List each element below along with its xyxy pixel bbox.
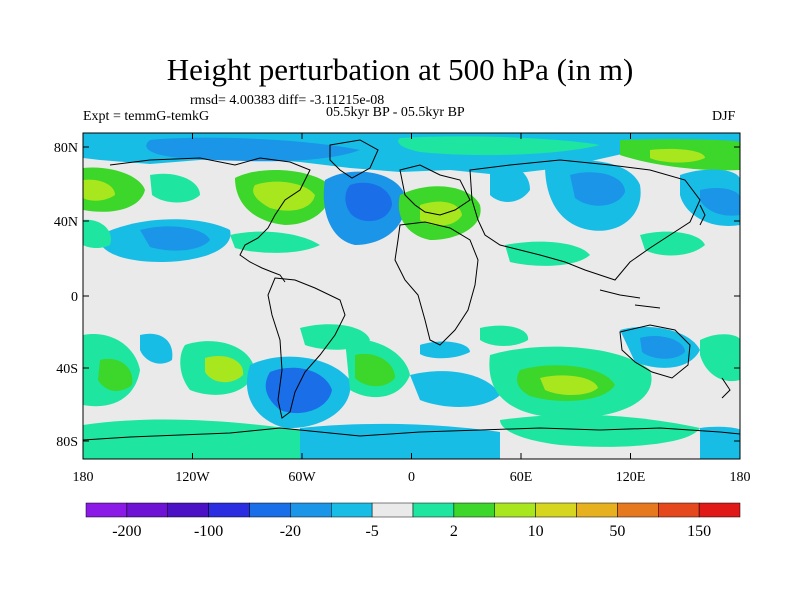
season-label: DJF <box>712 109 736 124</box>
lat-label: 80S <box>56 435 78 450</box>
contour-region <box>140 226 210 251</box>
contour-region <box>640 335 685 359</box>
contour-region <box>253 181 315 211</box>
contour-region <box>150 173 200 203</box>
coastline-africa <box>394 221 479 346</box>
colorbar-swatch <box>535 502 577 518</box>
colorbar-swatch <box>617 502 659 518</box>
contour-region <box>650 148 705 163</box>
colorbar: -200 -100 -20 -5 2 10 50 150 <box>85 502 741 540</box>
colorbar-label: 50 <box>609 523 625 540</box>
lat-label: 80N <box>54 141 78 156</box>
contour-region <box>490 165 530 202</box>
colorbar-swatch <box>331 502 373 518</box>
contour-region <box>700 426 740 459</box>
contour-region <box>83 419 300 459</box>
colorbar-label: -5 <box>365 523 378 540</box>
contour-region <box>83 179 115 201</box>
lon-label: 120W <box>175 470 210 485</box>
contour-region <box>420 341 470 359</box>
contour-region <box>345 182 392 222</box>
contour-region <box>420 201 462 226</box>
colorbar-swatch <box>85 502 128 518</box>
colorbar-swatch <box>249 502 291 518</box>
coastline-japan <box>699 204 706 226</box>
colorbar-swatch <box>698 502 741 518</box>
contour-region <box>265 367 332 414</box>
coastline-greenland <box>329 139 379 179</box>
map-title: Height perturbation at 500 hPa (in m) <box>166 52 634 87</box>
colorbar-swatch <box>371 502 414 518</box>
colorbar-swatch <box>494 502 536 518</box>
lat-label: 40S <box>56 362 78 377</box>
contour-region <box>83 167 145 212</box>
lon-label: 120E <box>616 470 646 485</box>
contour-region <box>398 136 600 156</box>
contour-region <box>480 325 529 346</box>
stats-text: rmsd= 4.00383 diff= -3.11215e-08 <box>190 93 385 108</box>
colorbar-label: -200 <box>112 523 141 540</box>
contour-region <box>700 334 740 382</box>
contour-region <box>146 137 360 162</box>
contour-region <box>205 355 244 383</box>
colorbar-label: 10 <box>528 523 544 540</box>
contour-region <box>500 414 700 447</box>
contour-region <box>300 423 500 459</box>
contour-region <box>230 231 320 253</box>
longitude-axis: 180 120W 60W 0 60E 120E 180 <box>73 133 751 485</box>
colorbar-swatch <box>290 502 332 518</box>
lon-label: 60E <box>510 470 533 485</box>
lon-label: 180 <box>73 470 94 485</box>
contour-region <box>570 172 625 206</box>
colorbar-label: 150 <box>687 523 711 540</box>
latitude-axis: 80N 40N 0 40S 80S <box>54 141 740 450</box>
lat-label: 0 <box>71 290 78 305</box>
contour-region <box>700 187 740 216</box>
coastline-antarctica <box>83 427 740 441</box>
coastline-north-america <box>109 157 311 283</box>
coastline-eurasia <box>469 159 701 281</box>
colorbar-swatch <box>412 502 455 518</box>
colorbar-label: -20 <box>280 523 301 540</box>
colorbar-swatch <box>208 502 250 518</box>
lon-label: 0 <box>408 470 415 485</box>
contour-region <box>410 371 500 407</box>
colorbar-swatch <box>167 502 209 518</box>
contour-region <box>640 231 705 256</box>
coastlines <box>83 139 740 441</box>
contour-region <box>98 358 133 392</box>
contour-region <box>540 375 598 396</box>
colorbar-swatch <box>658 502 700 518</box>
period-label: 05.5kyr BP - 05.5kyr BP <box>326 105 465 120</box>
experiment-label: Expt = temmG-temkG <box>83 109 210 124</box>
coastline-new-zealand <box>721 377 731 399</box>
colorbar-swatch <box>126 502 168 518</box>
lon-label: 60W <box>288 470 316 485</box>
contour-region <box>355 353 395 387</box>
contour-region <box>505 241 590 266</box>
coastline-australia <box>619 324 691 379</box>
coastline-indonesia <box>599 289 661 309</box>
lat-label: 40N <box>54 215 78 230</box>
colorbar-swatch <box>453 502 495 518</box>
coastline-europe <box>399 164 471 216</box>
colorbar-swatch <box>576 502 618 518</box>
field-shading <box>83 133 740 459</box>
contour-region <box>140 333 173 364</box>
colorbar-label: 2 <box>450 523 458 540</box>
contour-region <box>83 219 111 249</box>
lon-label: 180 <box>730 470 751 485</box>
coastline-south-america <box>267 277 346 419</box>
colorbar-label: -100 <box>194 523 223 540</box>
